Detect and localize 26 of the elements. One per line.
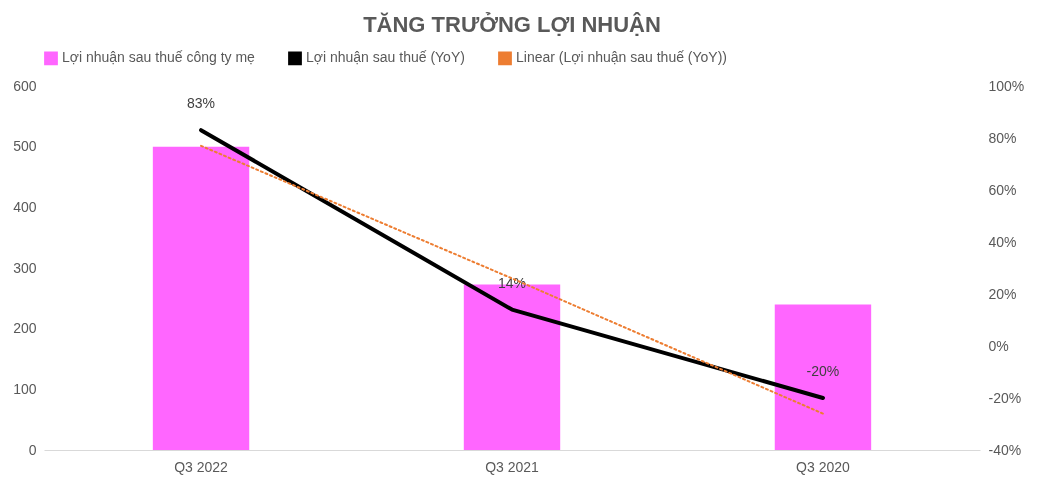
legend-label: Lợi nhuận sau thuế công ty mẹ <box>62 49 256 66</box>
chart-title: TĂNG TRƯỞNG LỢI NHUẬN <box>363 12 661 37</box>
y2-tick-label: 60% <box>988 181 1017 198</box>
y2-tick-label: -40% <box>988 441 1022 458</box>
y-tick-label: 100 <box>13 380 37 397</box>
bar <box>152 146 250 450</box>
data-label: 83% <box>187 95 216 112</box>
y-tick-label: 500 <box>13 138 37 155</box>
legend-label: Linear (Lợi nhuận sau thuế (YoY)) <box>516 49 728 66</box>
y2-tick-label: -20% <box>988 389 1022 406</box>
data-label: -20% <box>806 363 840 379</box>
legend-label: Lợi nhuận sau thuế (YoY) <box>306 49 465 66</box>
y-tick-label: 600 <box>13 77 37 94</box>
x-tick-label: Q3 2021 <box>485 458 540 475</box>
x-tick-label: Q3 2020 <box>796 458 851 475</box>
x-tick-label: Q3 2022 <box>174 458 229 475</box>
y-tick-label: 0 <box>28 441 37 458</box>
y-tick-label: 200 <box>13 320 37 337</box>
y-tick-label: 300 <box>13 259 37 276</box>
y2-tick-label: 40% <box>988 233 1017 250</box>
y2-tick-label: 0% <box>988 337 1009 354</box>
y2-tick-label: 80% <box>988 129 1017 146</box>
y2-tick-label: 100% <box>988 77 1025 94</box>
bar <box>774 304 872 450</box>
y2-tick-label: 20% <box>988 285 1017 302</box>
y-tick-label: 400 <box>13 198 37 215</box>
